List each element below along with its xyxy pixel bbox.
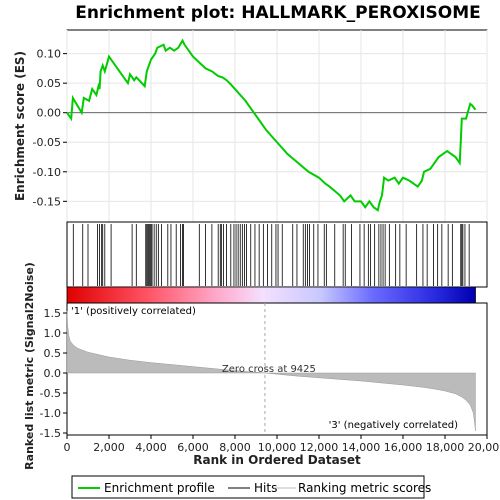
x-axis-title: Rank in Ordered Dataset: [193, 453, 361, 467]
x-tick-label: 4,000: [135, 441, 167, 454]
rank-color-bar: [66, 286, 476, 304]
legend: Enrichment profile Hits Ranking metric s…: [71, 475, 431, 499]
enrichment-y-tick-label: -0.15: [33, 195, 61, 208]
x-tick-label: 0: [64, 441, 71, 454]
legend-enrichment-label: Enrichment profile: [104, 481, 215, 495]
x-tick-label: 8,000: [219, 441, 251, 454]
metric-y-tick-label: 1.5: [44, 307, 62, 320]
positive-correlation-label: '1' (positively correlated): [71, 306, 196, 317]
enrichment-y-tick-label: 0.05: [37, 77, 62, 90]
x-tick-label: 6,000: [177, 441, 209, 454]
x-axis: 0 2,000 4,000 6,000 8,000 10,000 12,000 14,000 1…: [64, 435, 500, 454]
metric-y-tick-label: 1.0: [44, 327, 62, 340]
ranked-metric-panel: 1.5 1.0 0.5 0.0 -0.5 -1.0 -1.5 '1' (positively…: [23, 262, 488, 470]
metric-y-axis-title: Ranked list metric (Signal2Noise): [23, 262, 36, 470]
hits-panel-frame: [66, 221, 488, 288]
x-tick-label: 20,000: [468, 441, 500, 454]
ranking-metric-area: [66, 310, 476, 432]
legend-metric-label: Ranking metric scores: [298, 481, 431, 495]
enrichment-y-tick-label: -0.05: [33, 136, 61, 149]
legend-box: [71, 475, 425, 499]
metric-y-tick-label: 0.5: [44, 347, 62, 360]
x-tick-label: 12,000: [300, 441, 339, 454]
enrichment-y-tick-label: 0.00: [37, 107, 62, 120]
hits-panel: [66, 221, 488, 288]
metric-y-tick-label: -1.0: [40, 407, 61, 420]
x-tick-label: 2,000: [93, 441, 125, 454]
enrichment-y-axis-title: Enrichment score (ES): [13, 51, 27, 201]
metric-y-tick-label: 0.0: [44, 367, 62, 380]
metric-y-tick-label: -0.5: [40, 387, 61, 400]
enrichment-profile-line: [66, 38, 477, 212]
enrichment-y-tick-label: -0.10: [33, 166, 61, 179]
x-tick-label: 16,000: [384, 441, 423, 454]
x-tick-label: 10,000: [258, 441, 297, 454]
x-tick-label: 18,000: [426, 441, 465, 454]
metric-y-tick-label: -1.5: [40, 427, 61, 440]
rank-gradient: [66, 286, 476, 304]
enrichment-panel: 0.10 0.05 0.00 -0.05 -0.10 -0.15 Enrichment s…: [13, 29, 488, 223]
chart-title: Enrichment plot: HALLMARK_PEROXISOME: [75, 3, 481, 23]
zero-cross-label: Zero cross at 9425: [222, 364, 316, 375]
negative-correlation-label: '3' (negatively correlated): [329, 420, 458, 431]
legend-hits-label: Hits: [254, 481, 277, 495]
enrichment-y-tick-label: 0.10: [37, 48, 62, 61]
x-tick-label: 14,000: [342, 441, 381, 454]
